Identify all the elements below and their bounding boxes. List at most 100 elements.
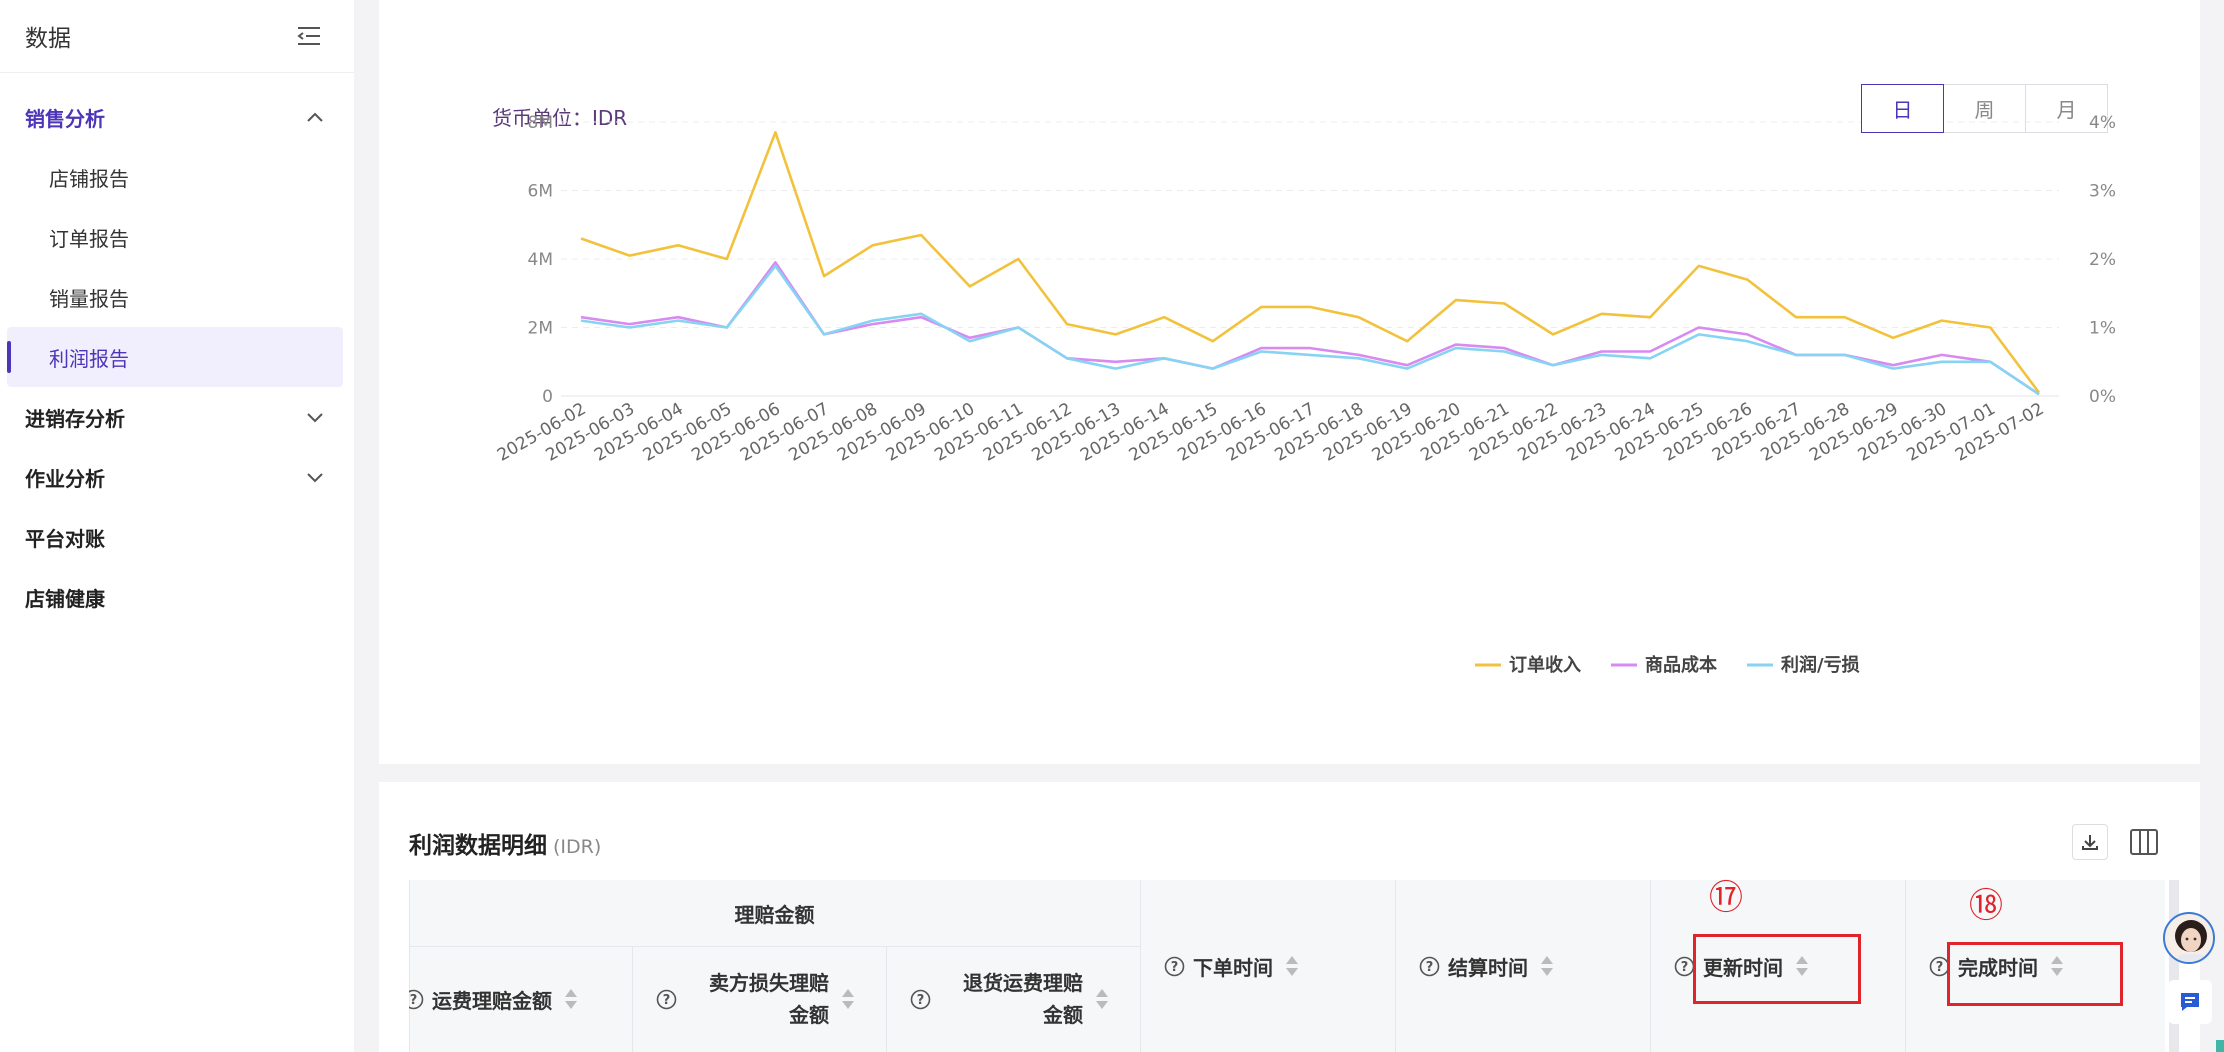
column-header-line: 金额 xyxy=(789,1003,829,1027)
column-header-line: 退货运费理赔 xyxy=(963,971,1083,995)
sidebar-item-sales-volume-report[interactable]: 销量报告 xyxy=(0,267,354,327)
svg-text:?: ? xyxy=(1936,960,1944,975)
avatar-icon xyxy=(2175,920,2207,962)
svg-text:?: ? xyxy=(663,993,671,1008)
period-week-button[interactable]: 周 xyxy=(1943,84,2026,133)
sidebar: 数据 销售分析 店铺报告 订单报告 销量报告 利润报告 进销存分析 作业分析 平… xyxy=(0,0,354,1052)
help-circle-icon[interactable]: ? xyxy=(1164,956,1185,977)
columns-icon xyxy=(2130,829,2158,855)
help-circle-icon[interactable]: ? xyxy=(656,989,677,1010)
column-header-return-freight-claim[interactable]: ? 退货运费理赔 金额 xyxy=(886,946,1140,1052)
column-header-label: 退货运费理赔 金额 xyxy=(955,967,1083,1031)
legend-label: 订单收入 xyxy=(1509,654,1581,676)
collapse-menu-icon[interactable] xyxy=(296,24,322,48)
sidebar-item-store-report[interactable]: 店铺报告 xyxy=(0,147,354,207)
sidebar-item-label: 销量报告 xyxy=(49,286,129,311)
column-header-line: 卖方损失理赔 xyxy=(709,971,829,995)
sort-icon[interactable] xyxy=(1095,987,1109,1011)
sidebar-group-label: 进销存分析 xyxy=(25,406,125,431)
profit-detail-table-card: 利润数据明细 (IDR) 理赔金额 ? 运费理赔金额 xyxy=(379,782,2200,1052)
sidebar-group-label: 店铺健康 xyxy=(25,586,105,611)
period-month-button[interactable]: 月 xyxy=(2025,84,2108,133)
column-header-label: 运费理赔金额 xyxy=(432,988,552,1013)
help-circle-icon[interactable]: ? xyxy=(1674,956,1695,977)
svg-text:?: ? xyxy=(410,993,418,1008)
chat-button[interactable] xyxy=(2168,980,2212,1024)
table-title: 利润数据明细 (IDR) xyxy=(409,826,601,860)
download-button[interactable] xyxy=(2072,824,2108,860)
help-circle-icon[interactable]: ? xyxy=(1419,956,1440,977)
sidebar-group-inventory-analysis[interactable]: 进销存分析 xyxy=(0,387,354,447)
highlight-box-complete-time xyxy=(1947,942,2123,1006)
sort-icon[interactable] xyxy=(1285,954,1299,978)
svg-text:?: ? xyxy=(1426,960,1434,975)
column-settings-button[interactable] xyxy=(2126,824,2162,860)
profit-line-chart: 0 0%2M 1%4M 2%6M 3%8M 4%2025-06-022025-06-032… xyxy=(494,113,2116,676)
download-icon xyxy=(2082,835,2098,850)
sidebar-group-label: 平台对账 xyxy=(25,526,105,551)
sort-icon[interactable] xyxy=(841,987,855,1011)
sort-icon[interactable] xyxy=(2050,954,2064,978)
sidebar-group-operation-analysis[interactable]: 作业分析 xyxy=(0,447,354,507)
sidebar-item-label: 利润报告 xyxy=(49,346,129,371)
sidebar-group-store-health[interactable]: 店铺健康 xyxy=(0,567,354,627)
y-right-tick-label: 0% xyxy=(2089,387,2116,407)
chart-card: 货币单位：IDR 日 周 月 0 0% 2M 1% 4M 2% 6M 3% 8M 4% 2025-0… xyxy=(379,0,2200,764)
help-circle-icon[interactable]: ? xyxy=(409,989,424,1010)
svg-text:?: ? xyxy=(1171,960,1179,975)
sort-icon[interactable] xyxy=(1540,954,1554,978)
table-unit: (IDR) xyxy=(553,836,602,858)
sidebar-item-order-report[interactable]: 订单报告 xyxy=(0,207,354,267)
sidebar-title: 数据 xyxy=(25,26,71,52)
legend-label: 商品成本 xyxy=(1645,654,1717,676)
column-header-seller-loss-claim[interactable]: ? 卖方损失理赔 金额 xyxy=(632,946,886,1052)
column-header-label: 更新时间 xyxy=(1703,955,1783,980)
y-left-tick-label: 2M xyxy=(528,319,553,339)
column-header-complete-time[interactable]: ? 完成时间 xyxy=(1905,880,2165,1052)
y-left-tick-label: 8M xyxy=(528,113,553,133)
sidebar-header: 数据 xyxy=(0,0,354,73)
sidebar-item-profit-report[interactable]: 利润报告 xyxy=(7,327,343,387)
sidebar-group-label: 销售分析 xyxy=(25,106,105,131)
column-header-label: 卖方损失理赔 金额 xyxy=(701,967,829,1031)
column-header-label: 完成时间 xyxy=(1958,955,2038,980)
column-header-freight-claim[interactable]: ? 运费理赔金额 xyxy=(409,946,632,1052)
table-header: 理赔金额 ? 运费理赔金额 ? 卖方损失理赔 金额 ? 退货运费理赔 金额 xyxy=(409,880,2165,1052)
chevron-down-icon xyxy=(307,413,323,423)
sort-icon[interactable] xyxy=(1795,954,1809,978)
claim-amount-group-header: 理赔金额 xyxy=(734,902,815,927)
column-header-order-time[interactable]: ? 下单时间 xyxy=(1140,880,1395,1052)
chat-icon xyxy=(2181,993,2199,1011)
y-left-tick-label: 6M xyxy=(528,182,553,202)
table-title-text: 利润数据明细 xyxy=(409,833,547,859)
series-line-0 xyxy=(580,131,2041,394)
series-line-1 xyxy=(580,261,2040,396)
column-header-update-time[interactable]: ? 更新时间 xyxy=(1650,880,1905,1052)
y-left-tick-label: 4M xyxy=(528,250,553,270)
column-header-label: 结算时间 xyxy=(1448,955,1528,980)
support-avatar[interactable] xyxy=(2163,912,2215,964)
sidebar-item-label: 店铺报告 xyxy=(49,166,129,191)
help-circle-icon[interactable]: ? xyxy=(910,989,931,1010)
period-day-button[interactable]: 日 xyxy=(1861,84,1944,133)
sidebar-item-label: 订单报告 xyxy=(49,226,129,251)
horizontal-scroll-edge[interactable] xyxy=(2169,880,2179,1052)
column-header-line: 金额 xyxy=(1043,1003,1083,1027)
y-right-tick-label: 2% xyxy=(2089,250,2116,270)
annotation-marker-17: ⑰ xyxy=(1709,878,1743,918)
series-line-2 xyxy=(580,264,2040,396)
sidebar-group-label: 作业分析 xyxy=(25,466,105,491)
sidebar-group-platform-reconciliation[interactable]: 平台对账 xyxy=(0,507,354,567)
column-header-settlement-time[interactable]: ? 结算时间 xyxy=(1395,880,1650,1052)
y-right-tick-label: 3% xyxy=(2089,182,2116,202)
annotation-marker-18: ⑱ xyxy=(1969,886,2003,926)
highlight-box-update-time xyxy=(1693,934,1861,1004)
corner-indicator xyxy=(2216,1040,2224,1052)
y-right-tick-label: 1% xyxy=(2089,319,2116,339)
chevron-down-icon xyxy=(307,473,323,483)
legend-label: 利润/亏损 xyxy=(1781,654,1860,676)
chevron-up-icon xyxy=(307,112,323,122)
sort-icon[interactable] xyxy=(564,987,578,1011)
currency-unit-label: 货币单位：IDR xyxy=(492,106,628,130)
sidebar-group-sales-analysis[interactable]: 销售分析 xyxy=(0,87,354,147)
